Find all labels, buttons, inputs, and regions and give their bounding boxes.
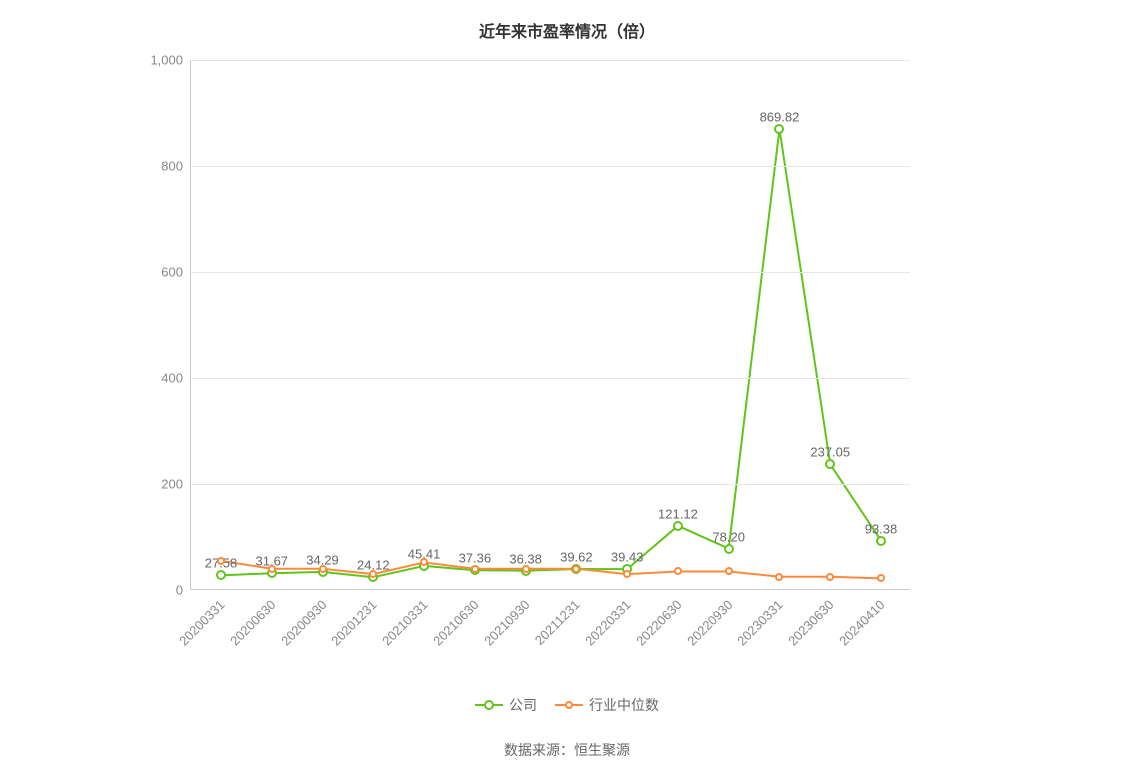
x-tick-label: 20200930 — [278, 597, 330, 649]
marker-company — [216, 570, 226, 580]
data-point-label: 237.05 — [810, 445, 850, 460]
marker-industry-median — [877, 574, 885, 582]
x-tick-label: 20210331 — [379, 597, 431, 649]
marker-industry-median — [522, 565, 530, 573]
legend-swatch — [475, 704, 503, 706]
marker-industry-median — [471, 565, 479, 573]
legend-marker-icon — [565, 701, 573, 709]
data-point-label: 39.62 — [560, 550, 593, 565]
legend-item-company[interactable]: 公司 — [475, 695, 537, 715]
x-tick-label: 20220331 — [582, 597, 634, 649]
legend-swatch — [555, 704, 583, 706]
marker-industry-median — [217, 557, 225, 565]
gridline — [191, 60, 910, 61]
x-tick-label: 20211231 — [532, 597, 583, 648]
legend-item-industry-median[interactable]: 行业中位数 — [555, 695, 659, 715]
x-tick-label: 20220630 — [633, 597, 685, 649]
marker-industry-median — [420, 558, 428, 566]
marker-industry-median — [268, 565, 276, 573]
chart-source-label: 数据来源：恒生聚源 — [0, 740, 1134, 760]
data-point-label: 37.36 — [459, 551, 492, 566]
gridline — [191, 166, 910, 167]
marker-company — [876, 536, 886, 546]
chart-lines-svg — [191, 60, 911, 590]
x-tick-label: 20230331 — [735, 597, 787, 649]
gridline — [191, 378, 910, 379]
x-tick-label: 20200331 — [176, 597, 228, 649]
legend-marker-icon — [484, 700, 494, 710]
gridline — [191, 272, 910, 273]
x-tick-label: 20240410 — [836, 597, 888, 649]
x-tick-label: 20210930 — [481, 597, 533, 649]
legend-label: 行业中位数 — [589, 695, 659, 715]
chart-plot-area: 02004006008001,0002020033120200630202009… — [190, 60, 910, 590]
y-tick-label: 600 — [161, 265, 183, 280]
marker-company — [673, 521, 683, 531]
data-point-label: 121.12 — [658, 506, 698, 521]
series-line-company — [221, 129, 881, 577]
y-tick-label: 0 — [176, 583, 183, 598]
marker-company — [774, 124, 784, 134]
y-tick-label: 200 — [161, 477, 183, 492]
marker-industry-median — [623, 570, 631, 578]
marker-company — [825, 459, 835, 469]
marker-industry-median — [775, 573, 783, 581]
data-point-label: 39.43 — [611, 550, 644, 565]
chart-title: 近年来市盈率情况（倍） — [0, 18, 1134, 42]
legend-label: 公司 — [509, 695, 537, 715]
data-point-label: 869.82 — [760, 109, 800, 124]
y-tick-label: 400 — [161, 371, 183, 386]
gridline — [191, 484, 910, 485]
data-point-label: 93.38 — [865, 521, 898, 536]
marker-industry-median — [725, 567, 733, 575]
x-tick-label: 20201231 — [328, 597, 380, 649]
y-tick-label: 1,000 — [150, 53, 183, 68]
data-point-label: 78.20 — [712, 529, 745, 544]
marker-industry-median — [674, 567, 682, 575]
marker-industry-median — [319, 565, 327, 573]
x-tick-label: 20210630 — [430, 597, 482, 649]
chart-legend: 公司 行业中位数 — [0, 695, 1134, 715]
x-tick-label: 20230630 — [785, 597, 837, 649]
x-tick-label: 20220930 — [684, 597, 736, 649]
marker-industry-median — [826, 573, 834, 581]
x-tick-label: 20200630 — [227, 597, 279, 649]
y-tick-label: 800 — [161, 159, 183, 174]
marker-industry-median — [369, 570, 377, 578]
marker-industry-median — [572, 565, 580, 573]
marker-company — [724, 544, 734, 554]
